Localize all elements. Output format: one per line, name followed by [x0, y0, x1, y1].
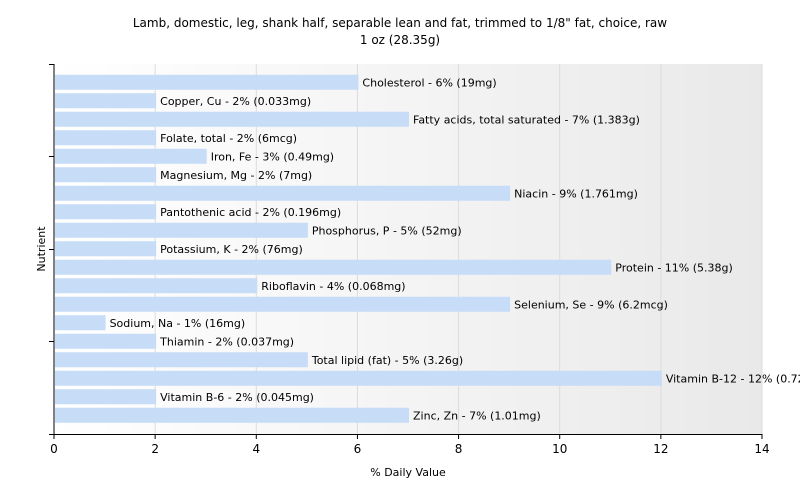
bar	[55, 204, 157, 220]
bar-label: Folate, total - 2% (6mcg)	[160, 132, 297, 145]
bar	[55, 185, 511, 201]
bars	[55, 74, 662, 423]
bar	[55, 93, 157, 109]
x-tick-label: 0	[50, 442, 58, 456]
bar	[55, 167, 157, 183]
x-tick-label: 10	[552, 442, 567, 456]
axes	[49, 64, 762, 435]
bar-label: Riboflavin - 4% (0.068mg)	[261, 280, 405, 293]
bar	[55, 278, 258, 294]
bar	[55, 259, 612, 275]
bar-label: Niacin - 9% (1.761mg)	[514, 187, 638, 200]
x-tick-label: 8	[455, 442, 463, 456]
bar	[55, 222, 308, 238]
bar	[55, 130, 157, 146]
bar-labels: Cholesterol - 6% (19mg) Copper, Cu - 2% (…	[110, 76, 800, 422]
y-axis-label: Nutrient	[35, 226, 48, 272]
bar	[55, 389, 157, 405]
x-tick-label: 14	[754, 442, 769, 456]
bar-label: Total lipid (fat) - 5% (3.26g)	[311, 354, 463, 367]
bar	[55, 352, 308, 368]
bar-label: Phosphorus, P - 5% (52mg)	[312, 224, 462, 237]
chart-title: Lamb, domestic, leg, shank half, separab…	[133, 16, 667, 30]
bar-label: Potassium, K - 2% (76mg)	[160, 243, 303, 256]
bar-label: Protein - 11% (5.38g)	[615, 261, 733, 274]
bar	[55, 241, 157, 257]
x-tick-label: 6	[354, 442, 362, 456]
bar-label: Copper, Cu - 2% (0.033mg)	[160, 95, 311, 108]
bar-label: Zinc, Zn - 7% (1.01mg)	[413, 409, 541, 422]
bar-label: Vitamin B-6 - 2% (0.045mg)	[160, 391, 314, 404]
bar-label: Thiamin - 2% (0.037mg)	[159, 335, 294, 348]
bar-label: Sodium, Na - 1% (16mg)	[110, 317, 246, 330]
x-axis-label: % Daily Value	[370, 466, 446, 479]
x-tick-label: 2	[151, 442, 159, 456]
bar	[55, 407, 409, 423]
x-tick-label: 12	[653, 442, 668, 456]
bar	[55, 296, 511, 312]
bar	[55, 333, 157, 349]
bar-label: Fatty acids, total saturated - 7% (1.383…	[413, 113, 640, 126]
bar	[55, 74, 359, 90]
bar-label: Iron, Fe - 3% (0.49mg)	[211, 150, 334, 163]
bar-label: Vitamin B-12 - 12% (0.72mcg)	[666, 372, 800, 385]
bar-label: Selenium, Se - 9% (6.2mcg)	[514, 298, 668, 311]
bar-label: Cholesterol - 6% (19mg)	[362, 76, 496, 89]
chart-subtitle: 1 oz (28.35g)	[360, 33, 440, 47]
bar-label: Magnesium, Mg - 2% (7mg)	[160, 169, 312, 182]
x-axis-ticks: 0 2 4 6 8 10 12 14	[50, 434, 770, 456]
x-tick-label: 4	[252, 442, 260, 456]
bar	[55, 315, 106, 331]
bar	[55, 370, 662, 386]
bar-label: Pantothenic acid - 2% (0.196mg)	[160, 206, 341, 219]
bar	[55, 111, 409, 127]
bar	[55, 148, 207, 164]
